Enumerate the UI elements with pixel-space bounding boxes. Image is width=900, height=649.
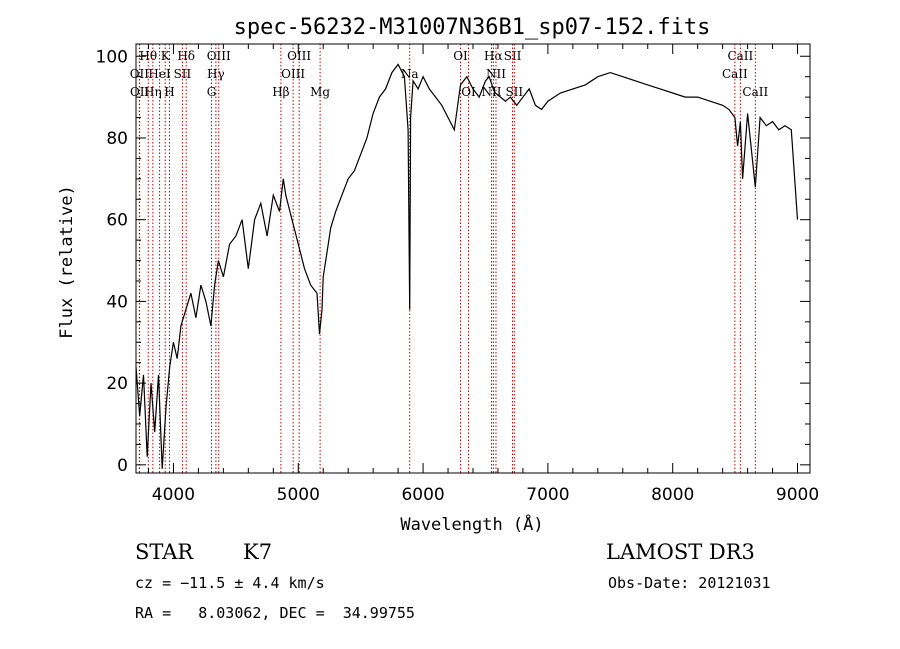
y-tick-label: 0: [117, 456, 128, 476]
spectral-line-label: Hη: [144, 85, 162, 99]
spectral-line-label: Hβ: [272, 85, 289, 99]
x-tick-label: 6000: [401, 485, 444, 505]
spectral-line-label: OIII: [287, 49, 311, 63]
redshift-velocity: cz = −11.5 ± 4.4 km/s: [135, 574, 325, 592]
spectral-line-label: CaII: [742, 85, 768, 99]
y-tick-label: 100: [96, 47, 128, 67]
plot-frame: [135, 43, 811, 474]
y-tick-label: 20: [106, 374, 128, 394]
ra-dec: RA = 8.03062, DEC = 34.99755: [135, 604, 415, 622]
spectral-line-label: NII: [481, 85, 501, 99]
spectral-line-label: CaII: [727, 49, 753, 63]
spectral-line-label: G: [207, 85, 217, 99]
axis-ticks: 4000 5000 6000 7000 8000 9000 0 20 40 60 80 100: [96, 44, 819, 505]
y-tick-label: 80: [106, 129, 128, 149]
x-tick-label: 9000: [776, 485, 819, 505]
spectral-line-label: Mg: [310, 85, 330, 99]
spectrum-chart: spec-56232-M31007N36B1_sp07-152.fits Hθ K…: [57, 15, 819, 535]
spectral-line-label: CaII: [722, 67, 748, 81]
spectral-line-label: K: [161, 49, 171, 63]
spectral-line-label: OI: [461, 85, 476, 99]
x-axis-label: Wavelength (Å): [400, 513, 543, 535]
spectral-line-label: Hγ: [207, 67, 225, 81]
spectral-line-label: SII: [174, 67, 192, 81]
spectral-line-label: OIII: [281, 67, 305, 81]
spectral-line-label: OI: [453, 49, 468, 63]
spectral-line-label: OII: [130, 85, 150, 99]
chart-title: spec-56232-M31007N36B1_sp07-152.fits: [234, 15, 711, 40]
x-tick-label: 4000: [152, 485, 195, 505]
x-tick-label: 5000: [277, 485, 320, 505]
spectral-line-label: SII: [504, 49, 522, 63]
subclass: K7: [243, 540, 273, 564]
spectral-line-label: Hδ: [177, 49, 195, 63]
spectral-line-label: Hα: [484, 49, 503, 63]
spectral-line-label: HeI: [148, 67, 171, 81]
object-type: STAR: [135, 540, 194, 564]
spectral-line-label: OII: [130, 67, 150, 81]
y-axis-label: Flux (relative): [57, 185, 77, 339]
spectral-line-label: H: [164, 85, 174, 99]
x-tick-label: 8000: [651, 485, 694, 505]
spectral-line-label: Na: [401, 67, 419, 81]
spectral-line-label: SII: [505, 85, 523, 99]
spectral-line-label: NII: [486, 67, 506, 81]
y-tick-label: 40: [106, 292, 128, 312]
spectral-line-label: OIII: [207, 49, 231, 63]
y-tick-label: 60: [106, 211, 128, 231]
x-tick-label: 7000: [526, 485, 569, 505]
flux-series-line: [135, 63, 799, 469]
observation-date: Obs-Date: 20121031: [608, 574, 771, 592]
survey-name: LAMOST DR3: [606, 540, 755, 564]
